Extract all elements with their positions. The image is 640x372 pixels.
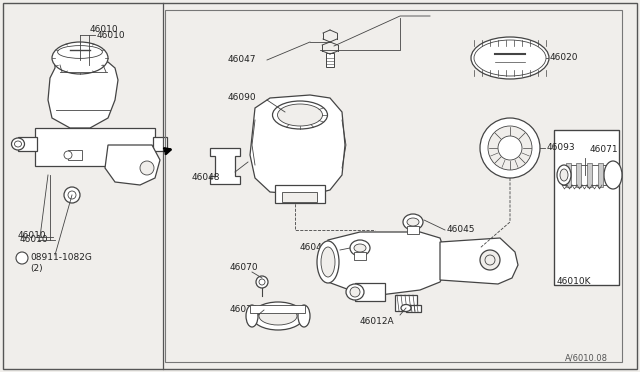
Circle shape [480, 250, 500, 270]
Text: 46012A: 46012A [360, 317, 395, 327]
Text: 46020: 46020 [550, 54, 579, 62]
Bar [587, 163, 592, 187]
Text: A/6010.08: A/6010.08 [565, 353, 608, 362]
Bar [35, 128, 155, 166]
Polygon shape [250, 95, 345, 195]
Text: 08911-1082G: 08911-1082G [30, 253, 92, 263]
Ellipse shape [278, 104, 323, 126]
Text: 46010: 46010 [90, 26, 118, 35]
Bar [18, 137, 37, 151]
Bar [395, 295, 417, 311]
Bar [68, 150, 82, 160]
Text: 46045: 46045 [447, 225, 476, 234]
Ellipse shape [58, 46, 102, 58]
Ellipse shape [321, 247, 335, 277]
Ellipse shape [350, 240, 370, 256]
Polygon shape [48, 62, 118, 128]
Bar [562, 165, 612, 185]
Text: 46093: 46093 [547, 144, 575, 153]
Ellipse shape [350, 287, 360, 297]
Ellipse shape [273, 101, 328, 129]
Circle shape [16, 252, 28, 264]
Ellipse shape [346, 284, 364, 300]
Bar [576, 163, 581, 187]
Ellipse shape [604, 161, 622, 189]
Circle shape [259, 279, 265, 285]
Text: 46010K: 46010K [557, 278, 591, 286]
Ellipse shape [52, 42, 108, 74]
Text: 46070: 46070 [230, 263, 259, 273]
Text: 46010: 46010 [97, 31, 125, 39]
Ellipse shape [15, 141, 22, 147]
Text: 46070A: 46070A [230, 305, 265, 314]
Circle shape [68, 191, 76, 199]
Text: 46047: 46047 [228, 55, 257, 64]
Bar [165, 10, 622, 362]
Ellipse shape [317, 241, 339, 283]
Bar [554, 130, 619, 285]
Text: 46090: 46090 [228, 93, 257, 103]
Polygon shape [440, 238, 518, 284]
Polygon shape [322, 232, 445, 295]
Bar [407, 226, 419, 234]
Ellipse shape [246, 305, 258, 327]
Ellipse shape [557, 165, 571, 185]
Circle shape [485, 255, 495, 265]
Text: 46048: 46048 [192, 173, 221, 183]
Bar [275, 185, 325, 203]
Text: 46045: 46045 [300, 244, 328, 253]
Circle shape [480, 118, 540, 178]
Ellipse shape [560, 169, 568, 181]
Bar [566, 163, 571, 187]
Circle shape [488, 126, 532, 170]
Ellipse shape [252, 302, 304, 330]
Circle shape [498, 136, 522, 160]
Ellipse shape [259, 307, 297, 325]
Bar [282, 192, 317, 202]
Bar [354, 252, 366, 260]
Ellipse shape [64, 151, 72, 159]
Polygon shape [105, 145, 160, 185]
Text: 46010: 46010 [18, 231, 47, 240]
Circle shape [64, 187, 80, 203]
Circle shape [140, 161, 154, 175]
Ellipse shape [407, 218, 419, 226]
Bar [153, 137, 167, 151]
Text: N: N [17, 253, 23, 263]
Ellipse shape [471, 37, 549, 79]
Ellipse shape [354, 244, 366, 252]
Ellipse shape [474, 40, 546, 76]
Text: 46071: 46071 [590, 145, 619, 154]
Circle shape [256, 276, 268, 288]
Bar [355, 283, 385, 301]
Bar [554, 130, 619, 285]
Bar [598, 163, 603, 187]
Ellipse shape [12, 138, 24, 150]
Bar [406, 305, 421, 312]
Text: (2): (2) [30, 263, 43, 273]
Ellipse shape [403, 214, 423, 230]
Polygon shape [210, 148, 240, 184]
Text: 46010: 46010 [20, 235, 49, 244]
Ellipse shape [298, 305, 310, 327]
Bar [250, 305, 305, 313]
Ellipse shape [401, 305, 411, 311]
Bar [326, 53, 334, 67]
